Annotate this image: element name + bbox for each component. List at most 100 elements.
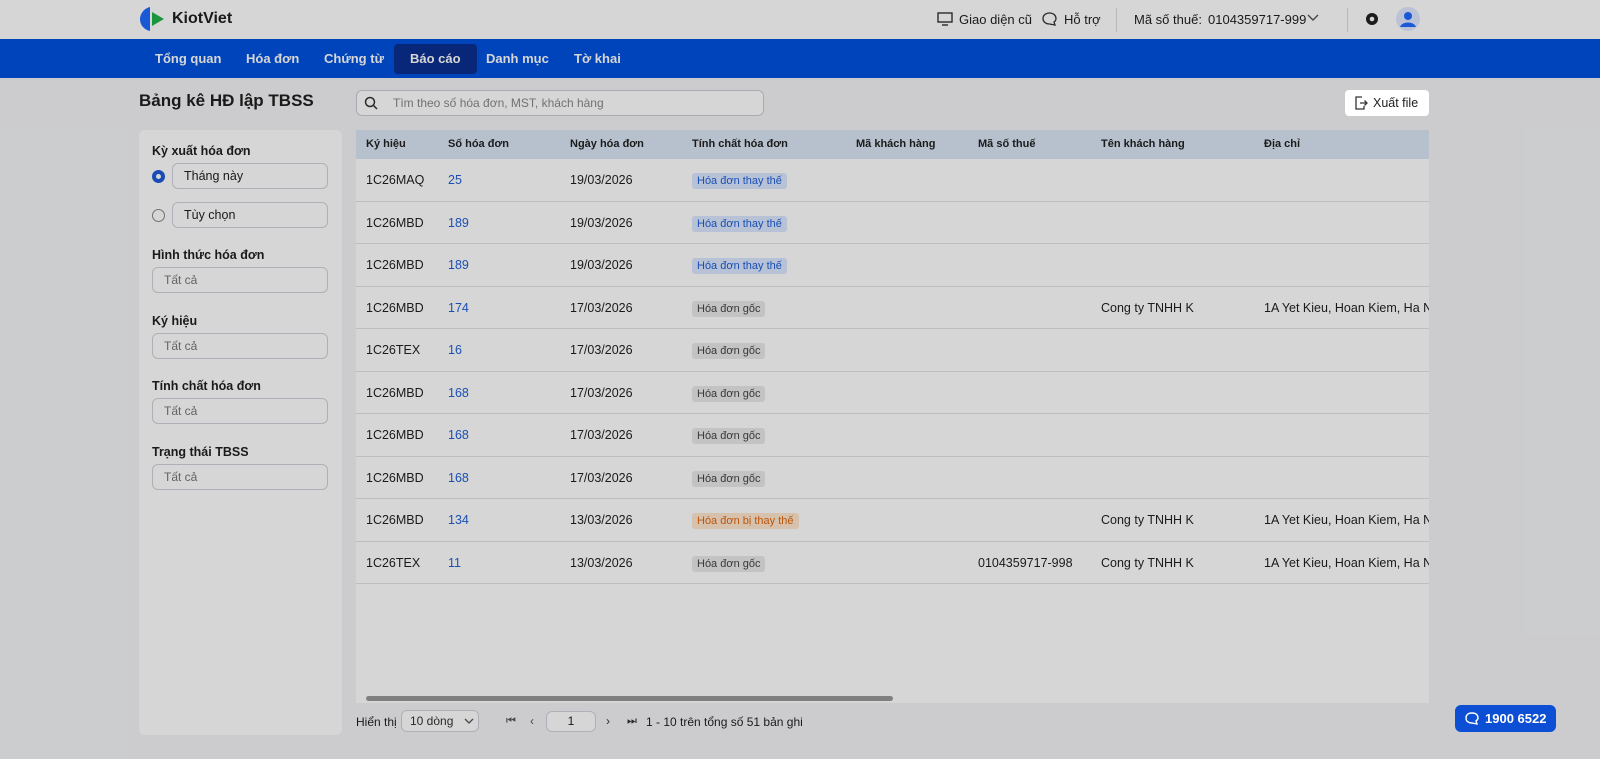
period-option[interactable]: Tháng này (172, 163, 328, 189)
cell: 13/03/2026 (570, 555, 633, 570)
cell: Cong ty TNHH K (1101, 555, 1194, 570)
nav-item[interactable]: Chứng từ (324, 51, 384, 66)
search-box[interactable]: Tìm theo số hóa đơn, MST, khách hàng (356, 90, 764, 116)
logo[interactable]: KiotViet (172, 10, 233, 27)
column-header: Địa chỉ (1264, 138, 1301, 150)
cell: 1C26MBD (366, 215, 424, 230)
scrollbar[interactable] (366, 696, 893, 701)
cell[interactable]: 168 (448, 470, 469, 485)
option-label: Tháng này (184, 169, 244, 183)
cell: Hóa đơn thay thế (692, 202, 787, 244)
column-header: Ký hiệu (366, 138, 406, 150)
divider (1116, 8, 1117, 32)
table-row[interactable]: 1C26TEX 16 17/03/2026 Hóa đơn gốc (356, 329, 1429, 372)
nav-item[interactable]: Báo cáo (394, 44, 477, 74)
filter-input[interactable]: Tất cả (152, 463, 328, 490)
cell: Hóa đơn bị thay thế (692, 499, 799, 541)
nav-item[interactable]: Tờ khai (574, 51, 621, 66)
filter-value: Tất cả (164, 469, 198, 484)
table-row[interactable]: 1C26MAQ 25 19/03/2026 Hóa đơn thay thế (356, 159, 1429, 202)
column-header: Số hóa đơn (448, 138, 509, 150)
filter-label: Tính chất hóa đơn (152, 379, 261, 393)
table-row[interactable]: 1C26MBD 168 17/03/2026 Hóa đơn gốc (356, 457, 1429, 499)
table-row[interactable]: 1C26MBD 189 19/03/2026 Hóa đơn thay thế (356, 244, 1429, 287)
period-option[interactable]: Tùy chọn (172, 202, 328, 228)
cell[interactable]: 16 (448, 343, 462, 357)
cell[interactable]: 134 (448, 513, 469, 527)
filter-label: Trạng thái TBSS (152, 444, 249, 459)
status-tag: Hóa đơn gốc (692, 555, 766, 572)
nav-bar: Tổng quan Hóa đơn Chứng từ Báo cáo Danh mục T… (0, 39, 1600, 78)
chevron (464, 718, 474, 724)
next-page[interactable]: › (606, 714, 610, 728)
cell: Hóa đơn thay thế (692, 159, 787, 201)
support-link[interactable]: Hỗ trợ (1064, 12, 1101, 27)
cell[interactable]: 168 (448, 385, 469, 400)
cell: 17/03/2026 (570, 385, 633, 400)
export-label: Xuất file (1373, 96, 1419, 110)
avatar[interactable] (1396, 7, 1420, 31)
status-tag: Hóa đơn gốc (692, 343, 766, 359)
cell: 13/03/2026 (570, 513, 633, 527)
filter-input[interactable]: Tất cả (152, 398, 328, 424)
export-icon (1355, 96, 1368, 110)
cell: Hóa đơn thay thế (692, 244, 787, 286)
column-header: Tính chất hóa đơn (692, 138, 788, 150)
page-input[interactable]: 1 (546, 711, 596, 732)
settings-icon[interactable] (1364, 11, 1380, 27)
page-size-select[interactable]: 10 dòng (401, 710, 479, 732)
nav-item[interactable]: Hóa đơn (246, 51, 300, 66)
logo-icon (140, 7, 164, 31)
table-row[interactable]: 1C26MBD 174 17/03/2026 Hóa đơn gốc Cong ty T… (356, 287, 1429, 329)
table-row[interactable]: 1C26MBD 189 19/03/2026 Hóa đơn thay thế (356, 202, 1429, 244)
cell: 1C26TEX (366, 343, 421, 357)
cell[interactable]: 174 (448, 300, 469, 315)
status-tag: Hóa đơn thay thế (692, 215, 787, 232)
table-row[interactable]: 1C26MBD 168 17/03/2026 Hóa đơn gốc (356, 414, 1429, 457)
filter-value: Tất cả (164, 404, 198, 418)
page-title: Bảng kê HĐ lập TBSS (139, 91, 314, 110)
cell: Hóa đơn gốc (692, 414, 766, 456)
cell[interactable]: 189 (448, 215, 469, 230)
option-label: Tùy chọn (184, 208, 236, 222)
page-size: 10 dòng (410, 714, 454, 728)
top-bar: KiotViet Giao diện cũ Hỗ trợ Mã số thuế:… (0, 0, 1600, 39)
first-page[interactable]: ⏮ (506, 715, 516, 727)
divider (1347, 8, 1348, 32)
cell: Hóa đơn gốc (692, 372, 766, 414)
radio[interactable] (152, 209, 165, 222)
hotline-button[interactable]: 1900 6522 (1455, 705, 1556, 732)
column-header: Ngày hóa đơn (570, 138, 644, 150)
old-ui-link[interactable]: Giao diện cũ (959, 12, 1032, 27)
cell: 1C26MBD (366, 385, 424, 400)
cell[interactable]: 25 (448, 173, 462, 187)
cell: Hóa đơn gốc (692, 542, 766, 584)
filter-input[interactable]: Tất cả (152, 332, 328, 359)
status-tag: Hóa đơn thay thế (692, 173, 787, 189)
filter-label: Kỳ xuất hóa đơn (152, 144, 251, 158)
cell[interactable]: 168 (448, 428, 469, 442)
cell[interactable]: 11 (448, 555, 461, 570)
table-row[interactable]: 1C26MBD 168 17/03/2026 Hóa đơn gốc (356, 372, 1429, 414)
invoice-table: Ký hiệu Số hóa đơn Ngày hóa đơn Tính chất h… (356, 130, 1429, 703)
cell: 1C26MBD (366, 513, 424, 527)
radio[interactable] (152, 170, 165, 183)
prev-page[interactable]: ‹ (530, 714, 534, 728)
filter-input[interactable]: Tất cả (152, 267, 328, 293)
cell: 1C26MBD (366, 258, 424, 272)
export-button[interactable]: Xuất file (1344, 89, 1430, 117)
cell: Cong ty TNHH K (1101, 300, 1194, 315)
last-page[interactable]: ⏭ (627, 715, 637, 727)
filter-value: Tất cả (164, 338, 198, 353)
nav-item[interactable]: Danh mục (486, 51, 549, 66)
table-row[interactable]: 1C26MBD 134 13/03/2026 Hóa đơn bị thay thế C… (356, 499, 1429, 542)
cell[interactable]: 189 (448, 258, 469, 272)
tax-id[interactable]: 0104359717-999 (1208, 12, 1307, 27)
nav-item[interactable]: Tổng quan (155, 51, 222, 66)
pagination: Hiển thị 10 dòng ⏮ ‹ 1 › ⏭ 1 - 10 trên t… (356, 710, 1056, 734)
table-row[interactable]: 1C26TEX 11 13/03/2026 Hóa đơn gốc 0104359717… (356, 542, 1429, 584)
status-tag: Hóa đơn gốc (692, 300, 766, 317)
status-tag: Hóa đơn gốc (692, 428, 766, 444)
